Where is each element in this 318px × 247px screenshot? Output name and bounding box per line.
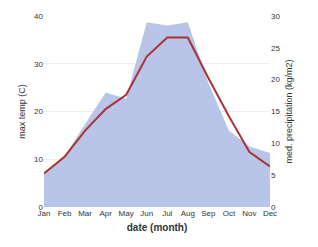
svg-text:Oct: Oct (223, 209, 236, 218)
svg-text:0: 0 (271, 203, 276, 212)
svg-text:Feb: Feb (58, 209, 72, 218)
svg-text:10: 10 (34, 155, 43, 164)
svg-text:40: 40 (34, 12, 43, 21)
svg-text:25: 25 (271, 44, 280, 53)
svg-text:15: 15 (271, 107, 280, 116)
svg-text:Dec: Dec (263, 209, 277, 218)
svg-text:20: 20 (34, 107, 43, 116)
svg-text:10: 10 (271, 139, 280, 148)
svg-text:0: 0 (39, 203, 44, 212)
svg-text:5: 5 (271, 171, 276, 180)
svg-text:30: 30 (271, 12, 280, 21)
svg-text:Apr: Apr (99, 209, 112, 218)
svg-text:20: 20 (271, 75, 280, 84)
svg-text:Jan: Jan (38, 209, 51, 218)
svg-text:date (month): date (month) (127, 222, 188, 233)
svg-text:Aug: Aug (181, 209, 195, 218)
svg-text:Sep: Sep (201, 209, 216, 218)
svg-text:Jul: Jul (162, 209, 172, 218)
svg-text:Jun: Jun (140, 209, 153, 218)
svg-text:Mar: Mar (78, 209, 92, 218)
svg-text:max temp (C): max temp (C) (17, 84, 27, 139)
svg-text:30: 30 (34, 60, 43, 69)
svg-text:May: May (119, 209, 134, 218)
svg-text:Nov: Nov (242, 209, 256, 218)
svg-text:med. precipitation (kg/m2): med. precipitation (kg/m2) (284, 59, 294, 163)
